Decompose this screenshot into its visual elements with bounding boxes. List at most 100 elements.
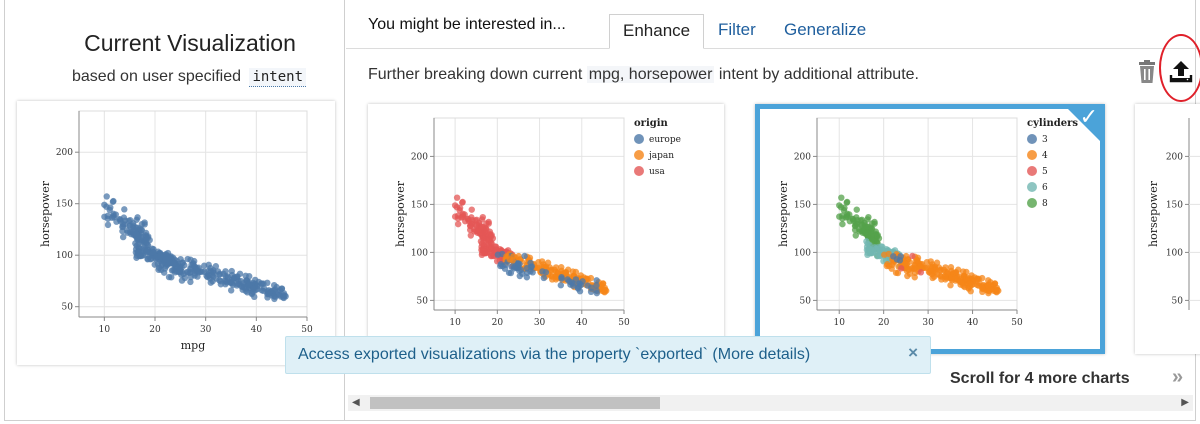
data-point (966, 280, 974, 287)
data-point (540, 274, 548, 282)
data-point (270, 281, 278, 289)
trash-icon[interactable] (1136, 60, 1158, 84)
data-point (602, 286, 609, 294)
legend-label: usa (649, 167, 665, 177)
data-point (119, 233, 127, 241)
data-point (165, 273, 173, 281)
rec-card-origin[interactable]: 102030405050100150200mpghorsepowerorigin… (368, 104, 724, 354)
data-point (863, 238, 870, 245)
data-point (593, 277, 600, 284)
legend-title: origin (634, 118, 669, 129)
tab-filter[interactable]: Filter (718, 20, 756, 39)
y-tick-label: 100 (1166, 248, 1183, 258)
data-point (222, 280, 229, 288)
data-point (222, 268, 229, 275)
horizontal-scrollbar[interactable]: ◀ ▶ (348, 395, 1193, 411)
data-point (864, 216, 871, 223)
data-point (846, 211, 853, 218)
toast-message[interactable]: Access exported visualizations via the p… (298, 346, 811, 363)
x-tick-label: 10 (449, 318, 461, 328)
desc-suffix: intent by additional attribute. (718, 66, 919, 83)
x-tick-label: 40 (576, 318, 588, 328)
data-point (184, 255, 191, 263)
y-tick-label: 200 (411, 152, 428, 162)
data-point (911, 274, 918, 281)
y-tick-label: 200 (794, 152, 811, 162)
data-point (271, 295, 278, 303)
data-point (838, 194, 845, 201)
data-point (103, 203, 110, 210)
current-vis-subtitle: based on user specified intent (72, 68, 307, 87)
data-point (903, 267, 910, 274)
data-point (187, 273, 195, 281)
double-chevron-right-icon[interactable]: » (1172, 366, 1184, 388)
data-point (472, 217, 479, 224)
legend-title: cylinders (1027, 118, 1078, 129)
y-tick-label: 50 (800, 296, 812, 306)
recommendation-description: Further breaking down current mpg, horse… (368, 66, 919, 84)
data-point (150, 249, 157, 256)
data-point (212, 263, 220, 270)
data-point (117, 218, 124, 225)
close-icon[interactable]: × (908, 343, 918, 362)
current-vis-card[interactable]: 10 20 30 40 50 50 100 150 200 mpg horsepower (17, 101, 335, 365)
legend-label: 3 (1042, 135, 1048, 145)
data-point (103, 193, 110, 200)
legend-swatch (1027, 166, 1037, 176)
data-point (516, 267, 523, 274)
tab-generalize[interactable]: Generalize (784, 20, 867, 39)
data-point (228, 267, 235, 275)
y-axis-label: horsepower (39, 180, 52, 247)
data-point (850, 217, 857, 225)
partial-chart: 50 100 150 200 horsepower (1147, 118, 1200, 310)
data-point (125, 217, 132, 225)
data-point (558, 275, 565, 282)
data-point (510, 265, 518, 272)
interest-label: You might be interested in... (368, 16, 566, 33)
tab-enhance[interactable]: Enhance (609, 14, 705, 49)
x-axis-label: mpg (181, 339, 206, 352)
data-point (852, 232, 859, 239)
tab-divider (346, 48, 1197, 49)
scroll-left-icon[interactable]: ◀ (352, 397, 360, 408)
data-point (839, 220, 846, 228)
data-point (557, 282, 565, 289)
x-tick-label: 40 (251, 325, 263, 335)
data-point (994, 286, 1001, 294)
scroll-right-icon[interactable]: ▶ (1181, 397, 1189, 408)
data-point (104, 221, 112, 229)
y-tick-label: 150 (56, 200, 73, 210)
data-point (453, 203, 461, 211)
desc-prefix: Further breaking down current (368, 66, 583, 83)
data-point (929, 274, 936, 282)
data-point (509, 257, 516, 264)
data-point (101, 213, 108, 220)
data-point (198, 268, 206, 275)
data-point (478, 216, 486, 223)
data-point (459, 198, 466, 206)
current-vis-chart: 10 20 30 40 50 50 100 150 200 mpg horsepower (39, 110, 313, 352)
y-tick-label: 150 (794, 200, 811, 210)
intent-chip[interactable]: intent (249, 68, 307, 87)
x-tick-label: 30 (922, 318, 934, 328)
data-point (461, 211, 468, 218)
y-tick-label: 100 (794, 248, 811, 258)
data-point (948, 275, 955, 282)
data-point (562, 268, 570, 276)
rec-card-cylinders[interactable]: 102030405050100150200mpghorsepowercylind… (755, 104, 1105, 354)
y-tick-label: 100 (56, 251, 73, 261)
y-tick-label: 50 (62, 303, 74, 313)
data-point (942, 276, 949, 283)
rec-card-partial[interactable]: 50 100 150 200 horsepower (1135, 104, 1200, 354)
legend-swatch (634, 134, 644, 144)
data-point (178, 264, 185, 271)
upload-icon[interactable] (1166, 56, 1196, 86)
data-point (593, 289, 601, 297)
data-point (171, 269, 179, 276)
scrollbar-thumb[interactable] (370, 397, 660, 409)
data-point (984, 282, 992, 289)
data-point (884, 261, 891, 268)
data-point (836, 213, 843, 220)
data-point (501, 265, 509, 272)
data-point (865, 223, 872, 231)
